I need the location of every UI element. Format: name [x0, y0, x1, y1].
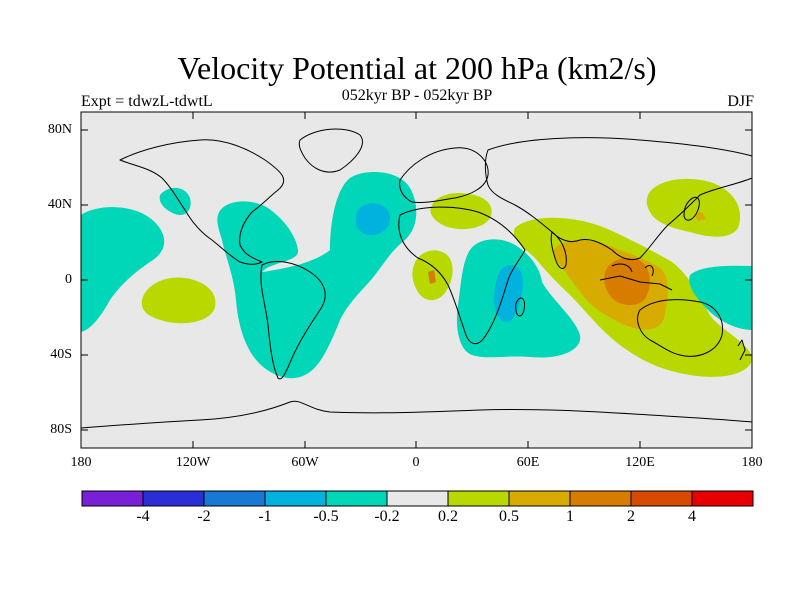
lon-tick-label: 60W	[291, 455, 319, 470]
field-region-yellow	[430, 193, 492, 230]
coastline-south-america	[260, 261, 326, 380]
field-region-cyan	[356, 203, 391, 236]
plot-title: Velocity Potential at 200 hPa (km2/s)	[177, 50, 657, 86]
coastline-australia	[637, 299, 724, 357]
colorbar-box	[81, 490, 144, 507]
colorbar-box	[630, 490, 693, 507]
lon-tick-label: 0	[412, 455, 420, 470]
coastline-greenland	[298, 128, 363, 173]
field-region-yellow	[141, 277, 216, 324]
field-region-teal	[689, 265, 752, 330]
colorbar-label: -0.5	[313, 508, 339, 525]
lon-tick-label: 120W	[175, 455, 211, 470]
coastline-madagascar	[515, 297, 525, 317]
colorbar-label: 1	[566, 508, 574, 525]
lat-tick-label: 80S	[50, 422, 72, 437]
experiment-label: Expt = tdwzL-tdwtL	[81, 93, 213, 110]
lat-tick-label: 40N	[47, 197, 72, 212]
lon-tick-label: 120E	[625, 455, 655, 470]
colorbar-label: 0.2	[438, 508, 458, 525]
lat-tick-label: 40S	[50, 347, 72, 362]
colorbar-box	[203, 490, 266, 507]
field-contours	[81, 172, 752, 379]
coastline-new-zealand	[737, 339, 746, 361]
colorbar-box	[569, 490, 632, 507]
coastline-japan	[683, 196, 700, 221]
coastline-antarctica	[80, 400, 753, 429]
colorbar-label: -2	[197, 508, 211, 525]
field-region-orange-yellow	[694, 212, 706, 221]
colorbar-label: 4	[688, 508, 696, 525]
colorbar-box	[264, 490, 327, 507]
colorbar-box	[142, 490, 205, 507]
lon-tick-label: 60E	[516, 455, 540, 470]
field-region-orange	[428, 270, 436, 284]
season-label: DJF	[727, 93, 754, 110]
coastline-europe	[399, 147, 489, 203]
colorbar-box	[447, 490, 510, 507]
colorbar	[81, 490, 754, 507]
colorbar-label: -1	[258, 508, 272, 525]
axis-ticks	[80, 112, 753, 448]
colorbar-box	[508, 490, 571, 507]
lat-tick-label: 80N	[47, 122, 72, 137]
coastline-asia	[484, 137, 753, 261]
field-region-orange	[604, 257, 650, 306]
colorbar-label: -0.2	[374, 508, 400, 525]
lat-tick-label: 0	[65, 272, 72, 287]
colorbar-box	[386, 490, 449, 507]
coastline-indonesia	[599, 263, 673, 291]
colorbar-label: -4	[136, 508, 150, 525]
coastline-africa	[398, 206, 526, 345]
coastlines	[80, 128, 753, 429]
field-region-teal	[81, 207, 165, 332]
colorbar-box	[325, 490, 388, 507]
plot-subtitle: 052kyr BP - 052kyr BP	[341, 87, 493, 104]
field-region-teal	[159, 187, 191, 216]
colorbar-box	[691, 490, 754, 507]
colorbar-label: 2	[627, 508, 635, 525]
coastline-india	[550, 231, 567, 269]
lon-tick-label: 180	[741, 455, 763, 470]
coastline-north-america	[119, 139, 285, 265]
field-region-yellow	[646, 178, 741, 237]
colorbar-label: 0.5	[499, 508, 519, 525]
lon-tick-label: 180	[70, 455, 92, 470]
